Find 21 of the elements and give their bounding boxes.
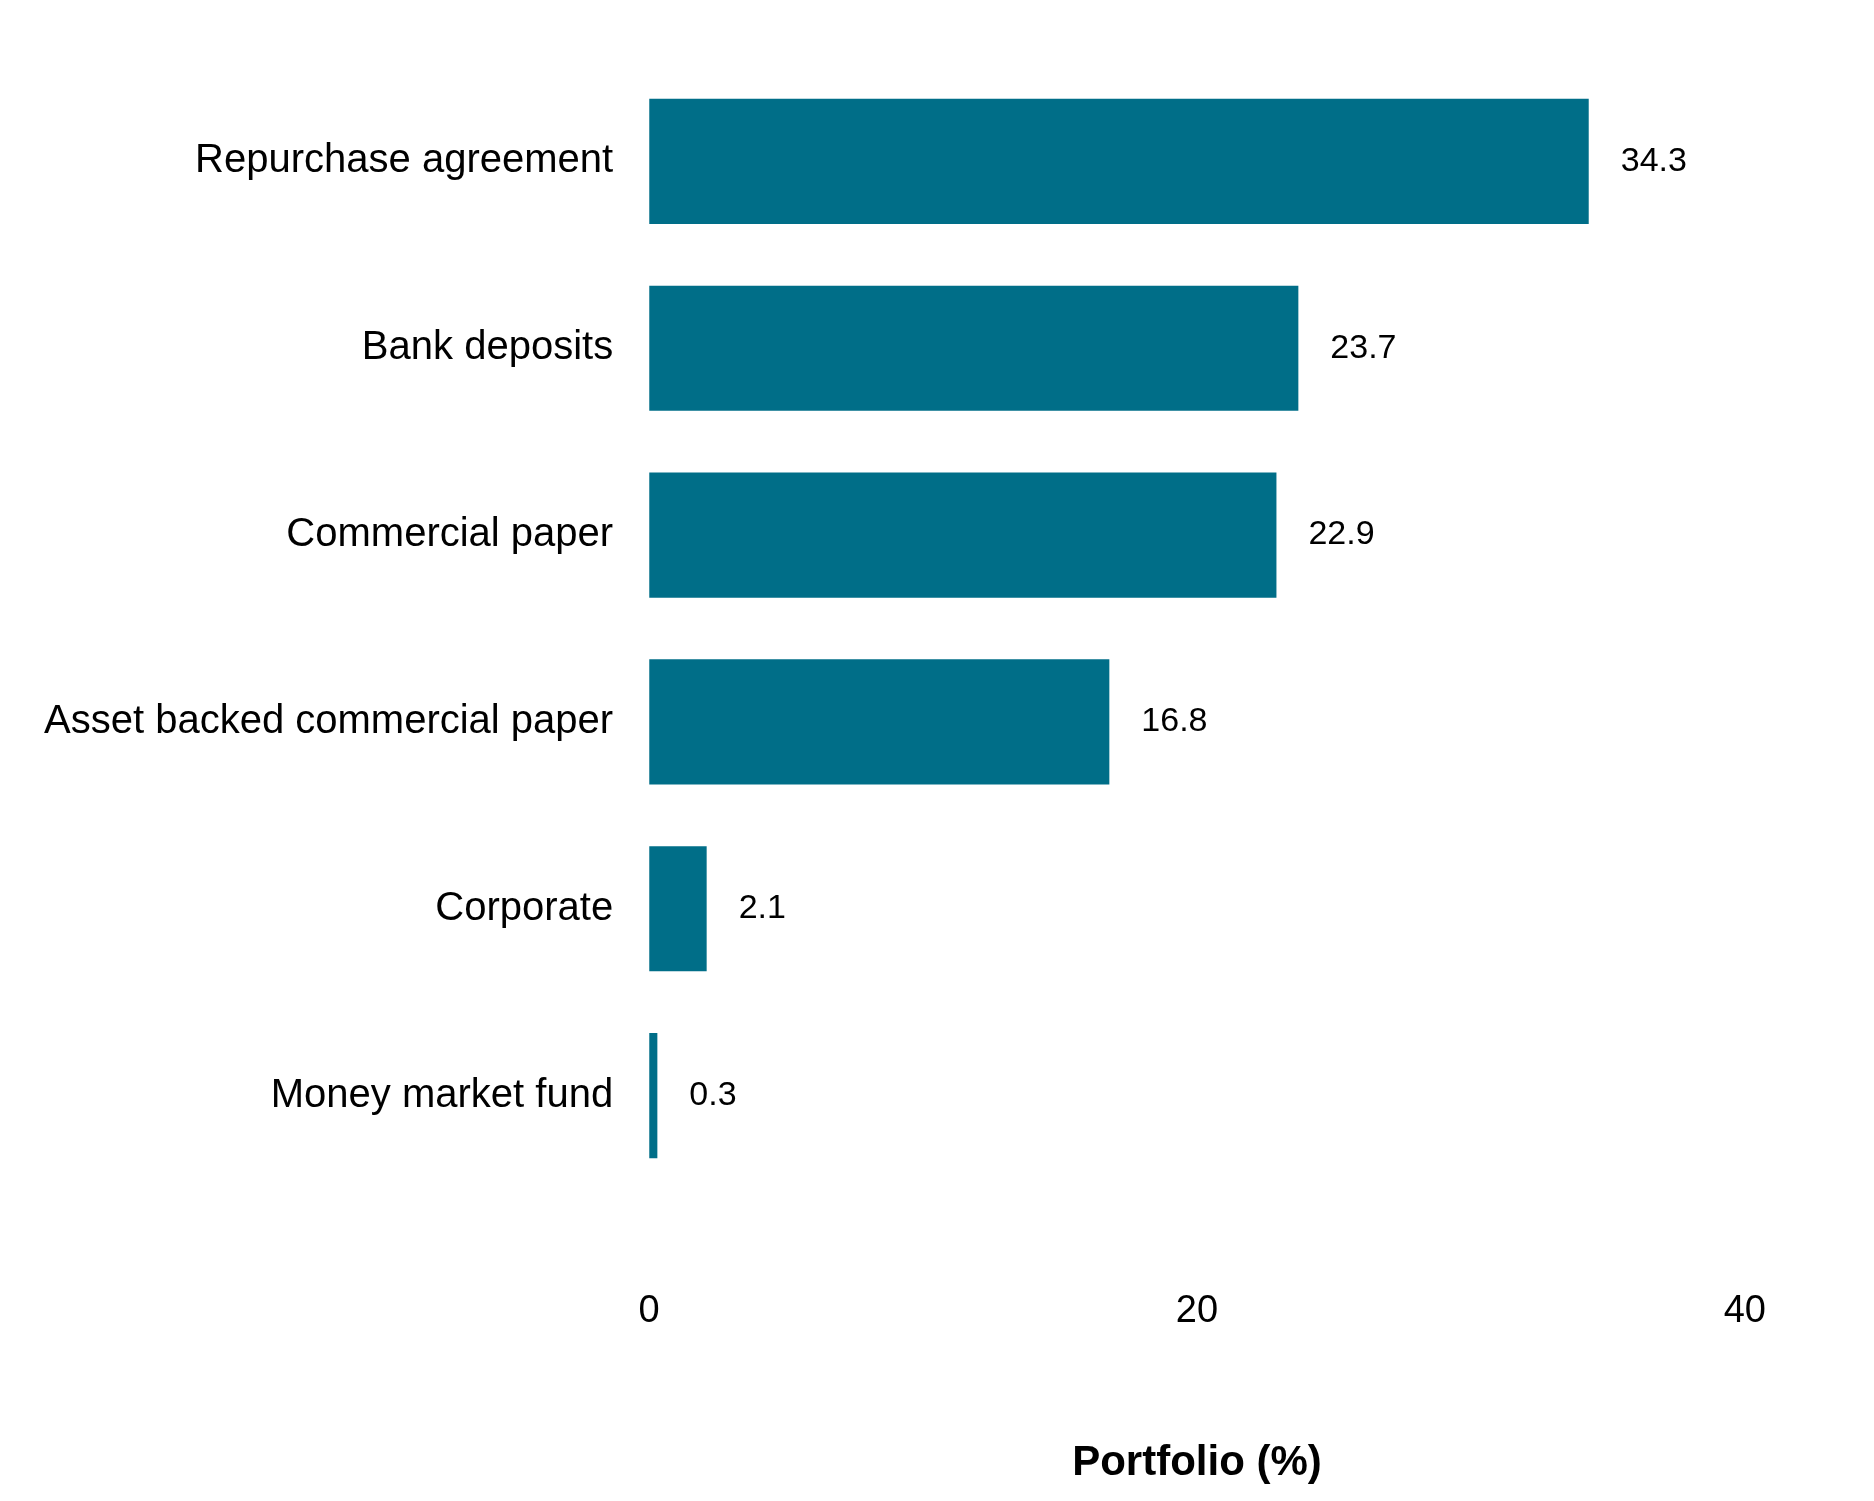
x-tick-label: 0 [638, 1288, 660, 1331]
bar [649, 285, 1299, 411]
y-tick-label: Asset backed commercial paper [44, 696, 614, 741]
y-tick-label: Bank deposits [361, 323, 614, 368]
bar [649, 98, 1589, 225]
data-label: 34.3 [1620, 139, 1687, 178]
data-label: 16.8 [1141, 700, 1208, 739]
data-label: 23.7 [1330, 326, 1397, 365]
y-tick-label: Commercial paper [286, 510, 614, 555]
y-tick-label: Repurchase agreement [195, 136, 614, 181]
data-label: 0.3 [689, 1073, 737, 1112]
x-tick-label: 40 [1723, 1288, 1767, 1331]
y-tick-label: Corporate [435, 883, 614, 928]
bar [649, 846, 707, 972]
bar [649, 659, 1110, 785]
data-label: 2.1 [738, 887, 786, 926]
data-label: 22.9 [1308, 513, 1375, 552]
x-tick-label: 20 [1175, 1288, 1219, 1331]
x-axis-title: Portfolio (%) [1072, 1437, 1322, 1485]
y-tick-label: Money market fund [270, 1070, 614, 1115]
bar [649, 472, 1277, 598]
